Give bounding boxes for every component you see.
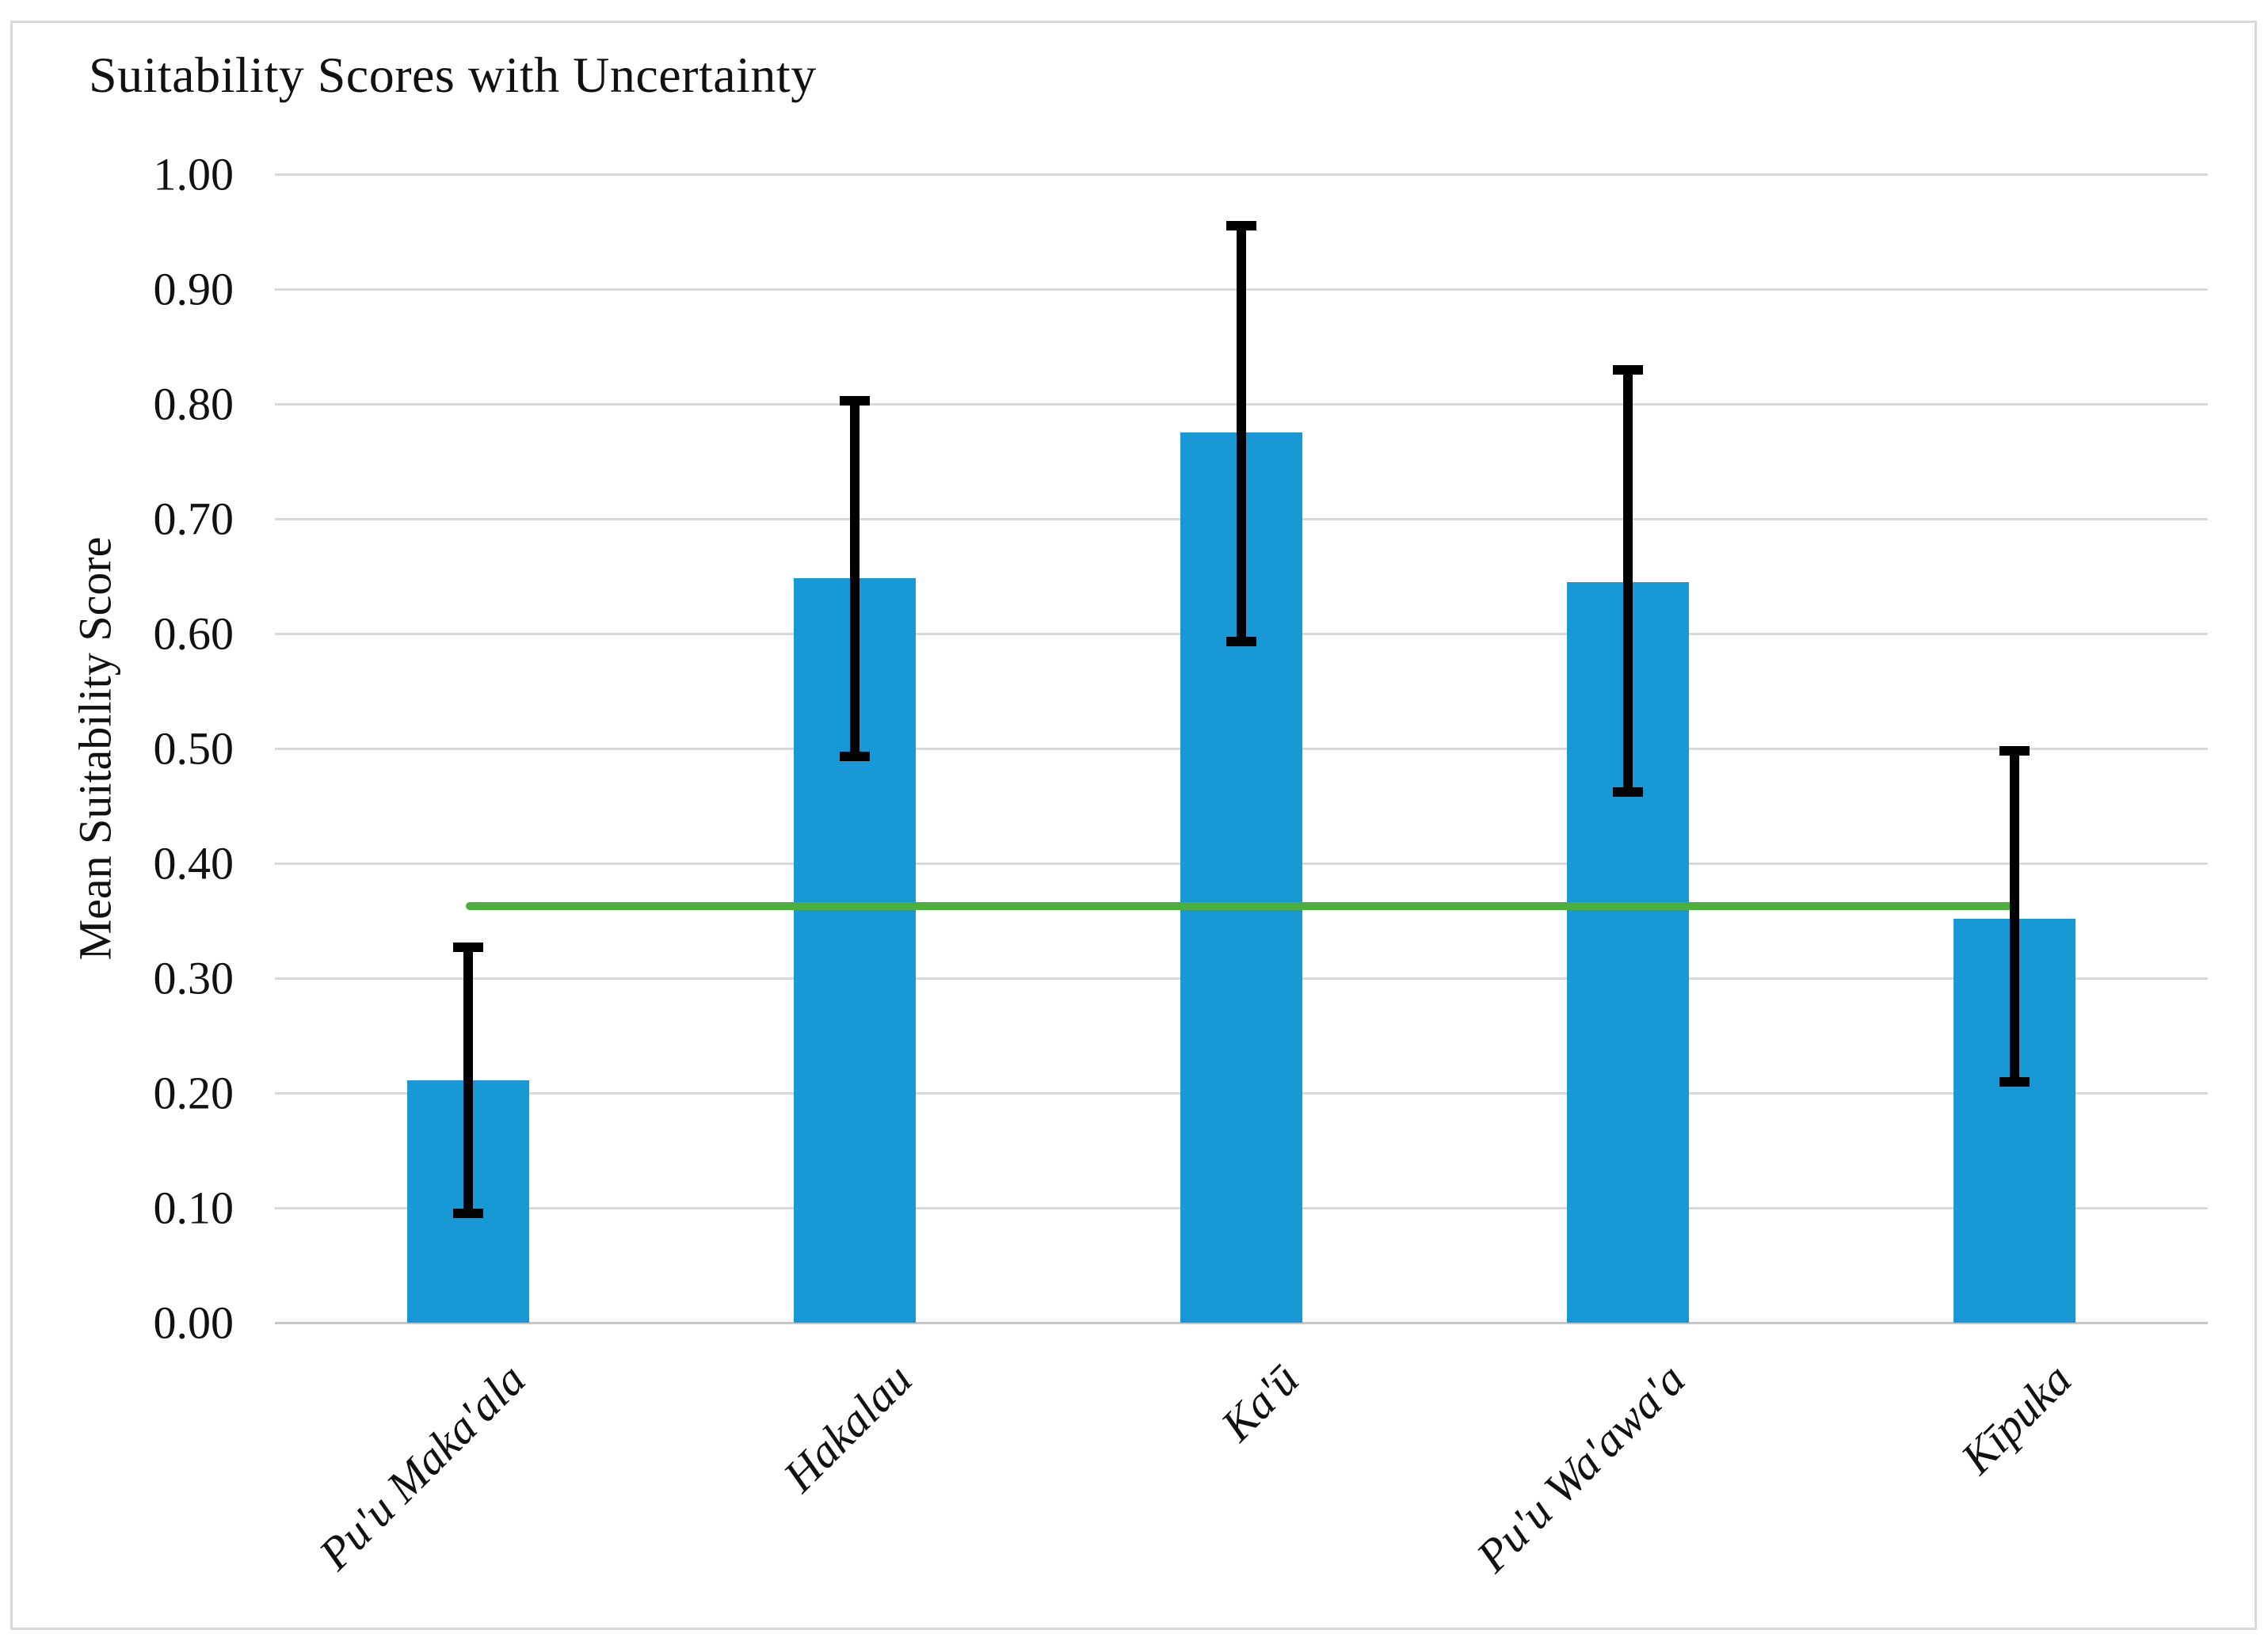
chart-title: Suitability Scores with Uncertainty xyxy=(89,47,817,103)
y-tick-label: 0.80 xyxy=(153,378,234,430)
error-bar-line xyxy=(463,946,473,1214)
y-tick-label: 0.30 xyxy=(153,952,234,1004)
error-bar-cap-top xyxy=(840,395,870,406)
error-bar-line xyxy=(850,400,860,757)
error-bar-cap-bottom xyxy=(1613,787,1643,798)
error-bar-cap-bottom xyxy=(1226,637,1256,647)
y-tick-label: 0.70 xyxy=(153,493,234,545)
y-tick-label: 0.00 xyxy=(153,1297,234,1349)
chart-border xyxy=(10,21,2257,1630)
error-bar-cap-top xyxy=(1999,745,2030,756)
x-category-label: Pu'u Maka'ala xyxy=(309,1353,536,1580)
gridline xyxy=(275,173,2208,176)
error-bar-cap-bottom xyxy=(840,752,870,762)
error-bar-cap-bottom xyxy=(453,1209,483,1219)
x-category-label: Pu'u Wa'awa'a xyxy=(1466,1353,1695,1582)
y-tick-label: 0.50 xyxy=(153,722,234,775)
y-tick-label: 0.40 xyxy=(153,837,234,889)
y-tick-label: 0.10 xyxy=(153,1182,234,1234)
x-category-label: Ka'ū xyxy=(1210,1353,1309,1451)
x-category-label: Hakalau xyxy=(773,1353,922,1502)
y-tick-label: 1.00 xyxy=(153,148,234,200)
error-bar-line xyxy=(1623,369,1633,793)
gridline xyxy=(275,1321,2208,1324)
error-bar-cap-top xyxy=(1613,364,1643,375)
x-category-label: Kīpuka xyxy=(1951,1353,2082,1484)
y-tick-label: 0.20 xyxy=(153,1067,234,1119)
error-bar-cap-top xyxy=(1226,221,1256,231)
error-bar-line xyxy=(2010,750,2019,1082)
y-tick-label: 0.90 xyxy=(153,263,234,315)
y-tick-label: 0.60 xyxy=(153,607,234,660)
error-bar-cap-top xyxy=(453,942,483,952)
threshold-line xyxy=(466,901,2017,910)
error-bar-line xyxy=(1237,226,1246,642)
y-axis-title: Mean Suitability Score xyxy=(69,536,121,961)
error-bar-cap-bottom xyxy=(1999,1076,2030,1087)
